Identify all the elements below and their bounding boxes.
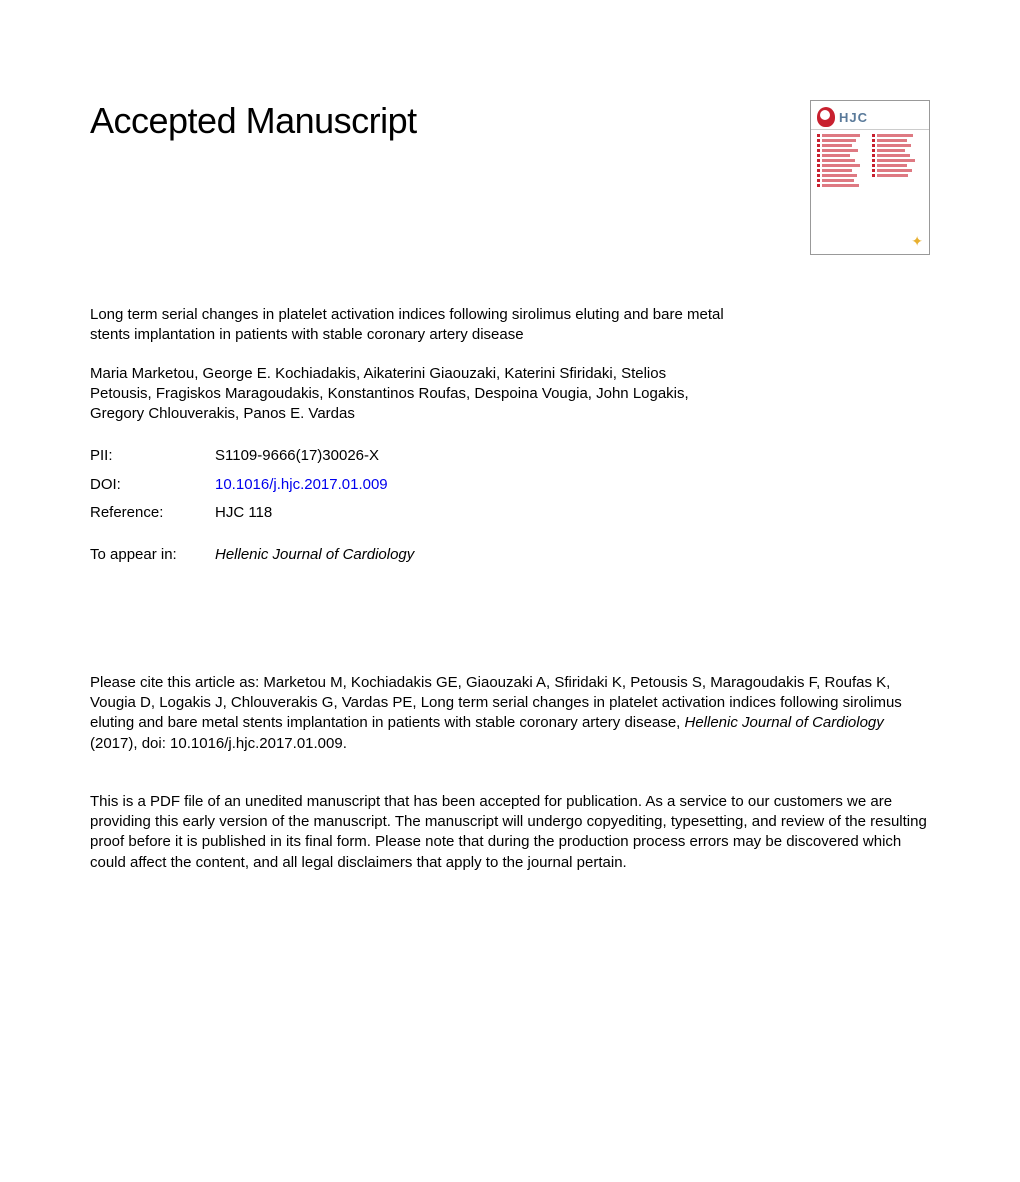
pii-row: PII: S1109-9666(17)30026-X [90, 442, 930, 471]
citation-paragraph: Please cite this article as: Marketou M,… [90, 673, 930, 754]
reference-value: HJC 118 [215, 499, 272, 528]
pii-label: PII: [90, 442, 215, 471]
authors-list: Maria Marketou, George E. Kochiadakis, A… [90, 364, 730, 425]
reference-row: Reference: HJC 118 [90, 499, 930, 528]
citation-journal-italic: Hellenic Journal of Cardiology [685, 714, 884, 731]
thumbnail-header: HJC [811, 101, 929, 130]
journal-abbr: HJC [839, 110, 868, 125]
doi-label: DOI: [90, 471, 215, 500]
to-appear-in-row: To appear in: Hellenic Journal of Cardio… [90, 546, 930, 563]
reference-label: Reference: [90, 499, 215, 528]
thumbnail-body [811, 130, 929, 191]
accepted-manuscript-heading: Accepted Manuscript [90, 100, 417, 142]
disclaimer-paragraph: This is a PDF file of an unedited manusc… [90, 792, 930, 873]
metadata-table: PII: S1109-9666(17)30026-X DOI: 10.1016/… [90, 442, 930, 528]
doi-link[interactable]: 10.1016/j.hjc.2017.01.009 [215, 471, 388, 500]
pii-value: S1109-9666(17)30026-X [215, 442, 379, 471]
journal-cover-thumbnail: HJC [810, 100, 930, 255]
doi-row: DOI: 10.1016/j.hjc.2017.01.009 [90, 471, 930, 500]
journal-name: Hellenic Journal of Cardiology [215, 546, 414, 563]
journal-logo-icon [817, 107, 835, 127]
star-icon: ✦ [911, 233, 923, 250]
article-title: Long term serial changes in platelet act… [90, 305, 730, 346]
header-row: Accepted Manuscript HJC [90, 100, 930, 255]
citation-suffix: (2017), doi: 10.1016/j.hjc.2017.01.009. [90, 735, 347, 752]
to-appear-in-label: To appear in: [90, 546, 215, 563]
